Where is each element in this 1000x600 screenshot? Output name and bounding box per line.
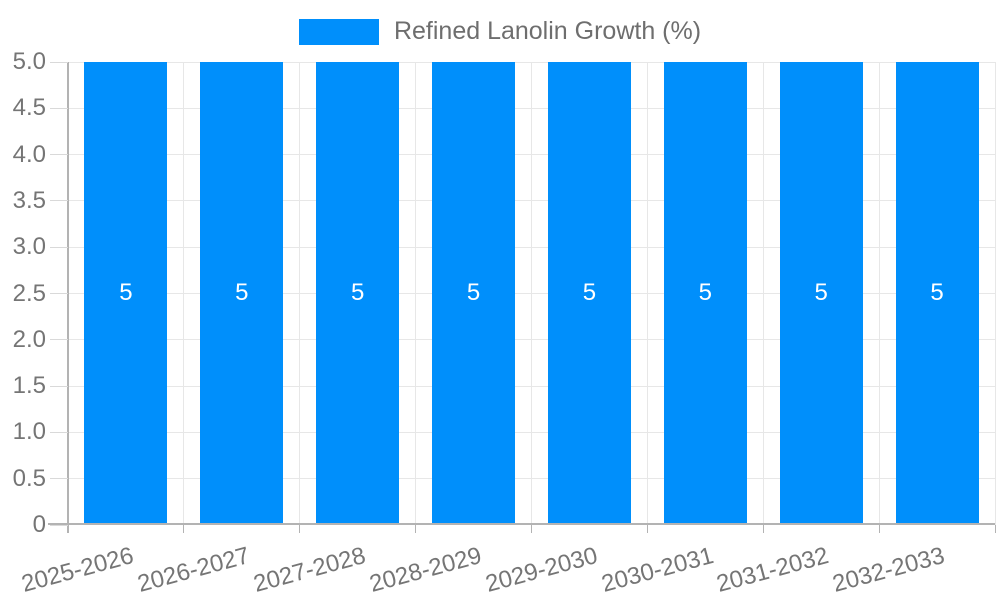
bar: 5: [895, 62, 979, 523]
y-tick-label: 2.0: [12, 325, 46, 353]
bar-value-label: 5: [814, 278, 828, 306]
y-tick-label: 0: [32, 511, 46, 538]
legend-swatch: [298, 18, 379, 45]
legend: Refined Lanolin Growth (%): [0, 17, 1000, 46]
x-tick-label: 2031-2032: [714, 542, 832, 598]
gridline-v: [183, 62, 185, 525]
y-tick-label: 2.5: [12, 279, 46, 307]
x-tick-mark: [531, 525, 532, 533]
bar: 5: [84, 62, 168, 523]
x-tick-label: 2029-2030: [482, 542, 601, 598]
y-tick-label: 3.0: [12, 233, 46, 261]
x-tick-label: 2025-2026: [18, 542, 137, 598]
y-tick-label: 4.5: [12, 94, 46, 122]
y-tick-label: 4.0: [12, 140, 46, 168]
bar-value-label: 5: [235, 278, 249, 306]
y-tick-label: 1.5: [12, 372, 46, 400]
gridline-v: [531, 62, 532, 525]
x-tick-mark: [762, 525, 764, 533]
y-tick-label: 0.5: [12, 464, 46, 492]
gridline-v: [415, 62, 417, 525]
x-tick-mark: [878, 525, 880, 533]
y-tick-mark: [50, 200, 68, 202]
bar-value-label: 5: [582, 278, 597, 306]
y-axis: [67, 62, 69, 533]
x-tick-mark: [646, 525, 648, 533]
y-tick-mark: [50, 431, 68, 433]
y-tick-label: 5.0: [12, 48, 46, 75]
gridline-v: [299, 62, 301, 525]
gridline-v: [762, 62, 764, 525]
y-tick-mark: [50, 246, 68, 248]
x-axis: [48, 523, 995, 525]
bar: 5: [663, 62, 747, 523]
x-tick-label: 2032-2033: [829, 542, 948, 598]
y-tick-label: 3.5: [12, 186, 46, 214]
x-tick-mark: [415, 525, 417, 533]
x-tick-label: 2027-2028: [250, 542, 369, 598]
plot-area: 5 5 5 5 5 5 5 5: [48, 61, 996, 533]
gridline-v: [994, 62, 996, 525]
bar-value-label: 5: [351, 278, 365, 306]
x-tick-label: 2030-2031: [598, 542, 717, 598]
y-tick-mark: [50, 478, 68, 480]
y-tick-mark: [50, 524, 68, 526]
legend-label: Refined Lanolin Growth (%): [393, 17, 702, 45]
y-tick-mark: [50, 339, 68, 341]
bar-value-label: 5: [119, 278, 133, 306]
bar: 5: [432, 62, 516, 523]
y-tick-mark: [50, 61, 68, 63]
x-tick-label: 2028-2029: [366, 542, 485, 598]
bar-value-label: 5: [930, 278, 944, 306]
y-tick-label: 1.0: [12, 418, 46, 446]
gridline-v: [878, 62, 880, 525]
x-tick-mark: [299, 525, 301, 533]
bar: 5: [547, 62, 631, 523]
x-tick-mark: [67, 525, 69, 533]
y-tick-mark: [50, 107, 68, 109]
y-tick-mark: [50, 154, 68, 156]
y-tick-mark: [50, 293, 68, 294]
bar-value-label: 5: [466, 278, 481, 306]
y-tick-mark: [50, 385, 68, 387]
x-tick-mark: [183, 525, 185, 533]
bar: 5: [200, 62, 284, 523]
bar: 5: [779, 62, 863, 523]
x-tick-label: 2026-2027: [134, 542, 253, 598]
x-tick-mark: [994, 525, 996, 533]
bar: 5: [316, 62, 400, 523]
bar-value-label: 5: [698, 278, 712, 306]
gridline-v: [646, 62, 648, 525]
